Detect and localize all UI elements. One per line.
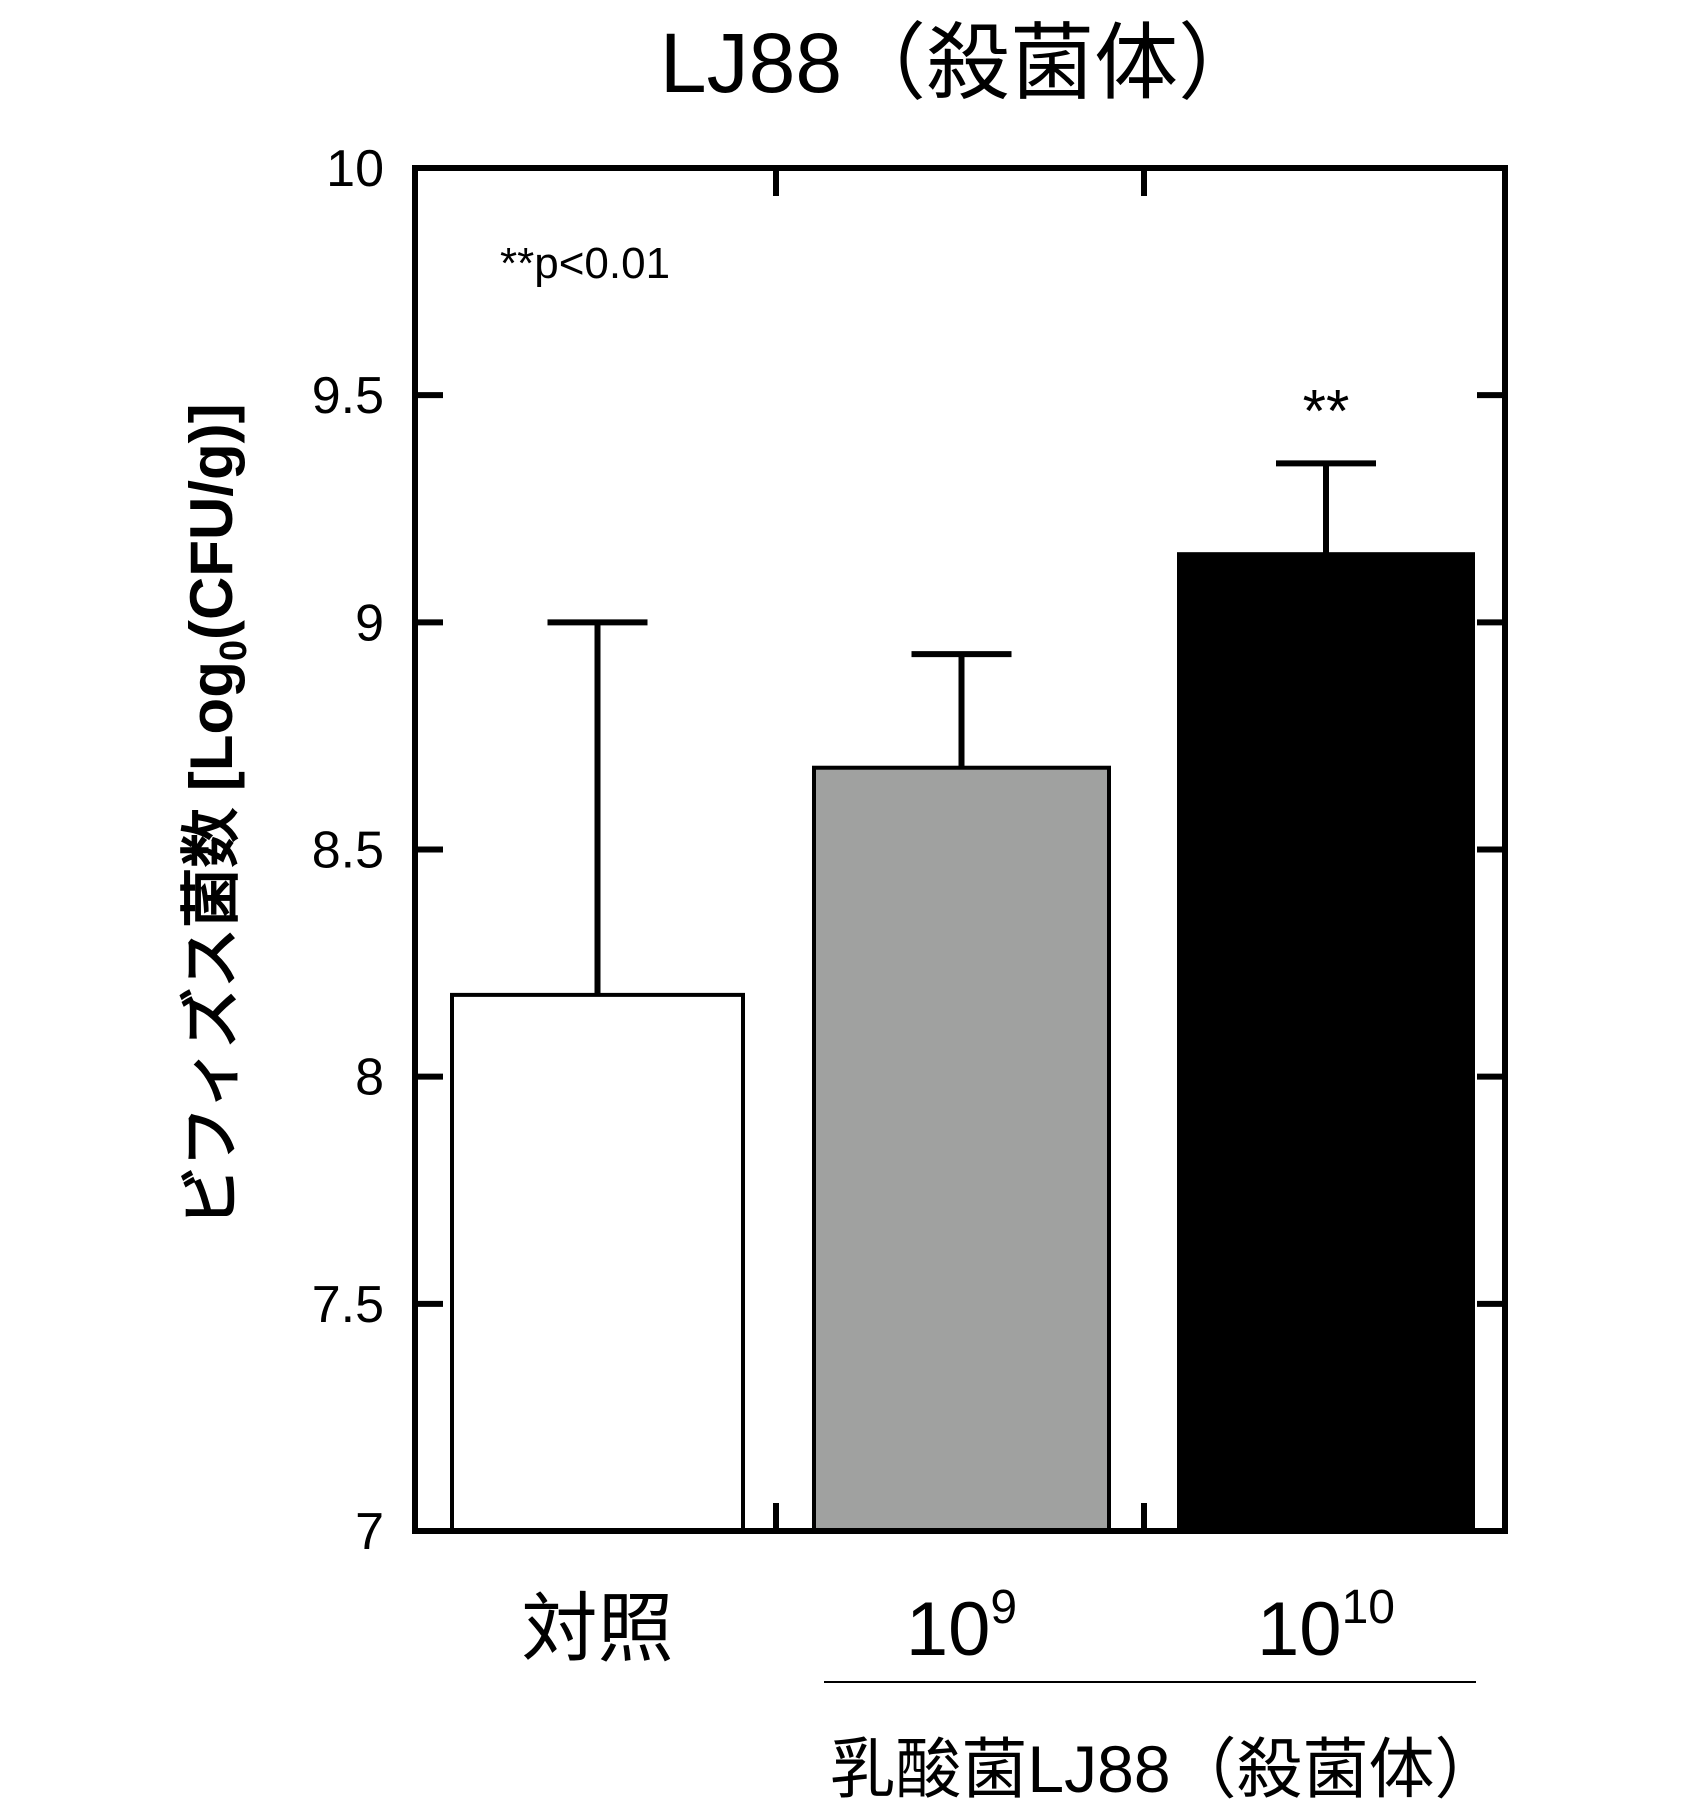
x-tick-label-exponent: 9 — [990, 1581, 1017, 1634]
y-axis-label-tail: (CFU/g)] — [178, 403, 245, 640]
x-tick-label: 対照 — [522, 1587, 674, 1672]
bar — [1177, 552, 1475, 1533]
y-tick-label: 8.5 — [312, 822, 384, 880]
x-group-label: 乳酸菌LJ88（殺菌体） — [829, 1732, 1500, 1800]
y-axis-label: ビフィズス菌数 [Log0(CFU/g)] — [178, 403, 255, 1226]
y-tick-label: 9.5 — [312, 367, 384, 425]
chart-title: LJ88（殺菌体） — [660, 16, 1262, 110]
y-axis-label-sub: 0 — [213, 640, 255, 661]
x-tick-label-base: 対照 — [522, 1587, 674, 1672]
x-tick-label: 109 — [906, 1581, 1017, 1672]
y-axis-label-main: ビフィズス菌数 [Log — [178, 661, 245, 1226]
x-tick-label-base: 10 — [906, 1587, 991, 1672]
x-tick-label-exponent: 10 — [1342, 1581, 1395, 1634]
p-value-annotation: **p<0.01 — [500, 239, 670, 288]
y-tick-label: 7 — [355, 1503, 384, 1561]
y-tick-label: 8 — [355, 1049, 384, 1107]
x-tick-label: 1010 — [1257, 1581, 1395, 1672]
x-tick-label-base: 10 — [1257, 1587, 1342, 1672]
y-tick-label: 7.5 — [312, 1276, 384, 1334]
y-tick-label: 10 — [326, 140, 384, 198]
bar — [450, 992, 745, 1533]
bar — [812, 765, 1111, 1533]
y-tick-label: 9 — [355, 594, 384, 652]
significance-marker: ** — [1303, 377, 1350, 444]
